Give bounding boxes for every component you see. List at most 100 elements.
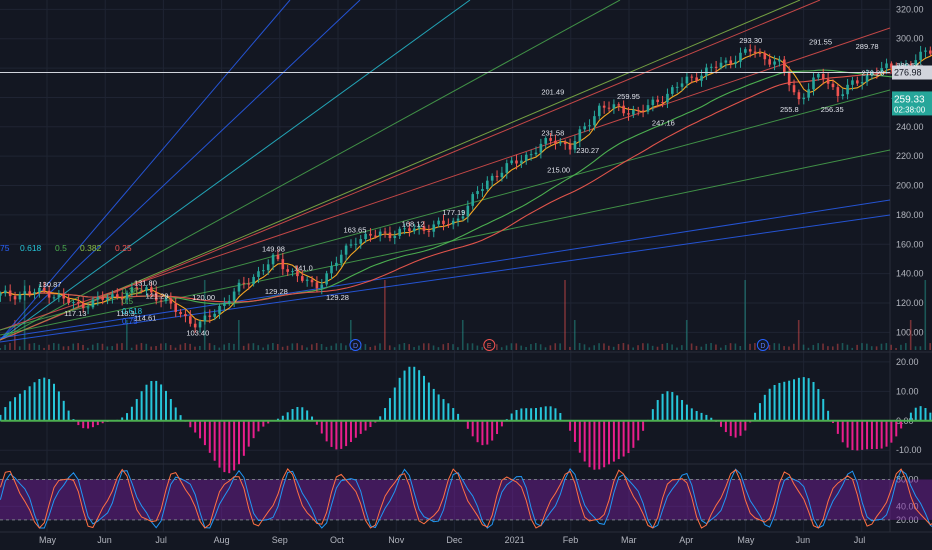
candle-body [885,63,888,69]
event-marker[interactable]: D [349,339,362,351]
candle [846,78,849,100]
candle [91,296,95,310]
candle-body [451,220,455,225]
current-price-box [892,91,932,116]
volume-bar [276,343,279,350]
price-annotation: 255.8 [780,105,799,114]
histogram-bar [315,420,318,425]
candle-body [150,287,153,293]
candle [262,264,265,276]
event-marker[interactable]: E [483,339,496,351]
histogram-bar [836,420,839,434]
candle-body [709,66,713,68]
candle [622,100,625,117]
stochastic-k-line [0,468,932,529]
oscillator-axis-tick: 10.00 [896,386,919,396]
histogram-bar [447,403,450,421]
histogram-bar [179,415,182,421]
histogram-bar [62,400,65,421]
candle-body [685,76,689,84]
histogram-bar [500,420,503,427]
histogram-bar [38,379,41,421]
price-annotation: 247.16 [652,118,675,127]
candle [515,154,518,170]
candle-body [291,271,294,273]
candle-body [510,160,513,164]
candle [773,55,776,71]
candle [77,296,80,308]
event-marker-circle [483,339,496,351]
event-marker[interactable]: D [756,339,769,351]
candle [232,287,236,308]
candle [705,63,708,80]
current-price-label: 259.33 [894,94,925,105]
candle [296,265,299,283]
volume-bar [91,344,94,350]
candle-body [169,298,173,304]
candle-body [130,287,134,293]
histogram-bar [885,420,888,447]
histogram-bar [257,420,260,432]
histogram-bar [423,375,426,421]
candle [422,221,426,235]
volume-bar [223,344,225,350]
volume-bar [286,345,289,350]
candle-body [607,107,611,109]
candle-body [38,287,41,293]
price-axis-tick: 180.00 [896,210,924,220]
fib-fan-line [0,199,891,339]
price-axis-tick: 140.00 [896,269,924,279]
candle-body [466,205,470,217]
candle-body [86,307,90,309]
candle [271,252,275,271]
candle [247,278,251,290]
candle [588,119,591,132]
volume-bar [218,347,221,350]
volume-bar [573,320,576,350]
candle-body [135,287,139,290]
candle [447,218,450,228]
histogram-bar [924,408,927,421]
volume-bar [905,343,907,350]
candle-body [602,105,606,108]
price-annotation: 291.55 [809,38,832,47]
histogram-bar [427,382,430,421]
candle-body [680,83,684,87]
volume-bar [700,346,703,350]
time-axis-label: Nov [388,535,405,545]
candle-body [81,303,85,309]
volume-bar [398,344,401,350]
candle-body [836,87,840,96]
candle-body [744,49,747,53]
candle [242,276,246,289]
candle [437,217,440,228]
candle [885,58,888,75]
histogram-bar [520,408,523,421]
volume-bar [384,280,386,350]
volume-bar [744,280,746,350]
volume-bar [564,280,566,350]
histogram-bar [43,377,46,421]
volume-bar [0,348,2,350]
candle [257,266,260,284]
candle-body [865,74,869,83]
candle [602,101,606,114]
candle-body [310,279,314,283]
candle-body [778,59,781,62]
price-annotations: 130.87 131.80 121.29 117.13 118.3 114.61 120.0… [38,36,919,337]
candle-body [286,269,289,272]
volume-bar [900,344,902,350]
price-annotation: 230.27 [576,146,599,155]
histogram-bar [320,420,323,434]
candle-body [184,314,187,317]
volume-bar [598,343,600,350]
histogram-bar [57,391,60,421]
histogram-bar [690,408,693,421]
histogram-bar [155,380,158,421]
candle-body [189,316,192,324]
candle [159,296,163,308]
candle [398,226,401,239]
volume-bar [846,344,849,350]
price-axis-tick: 220.00 [896,151,924,161]
